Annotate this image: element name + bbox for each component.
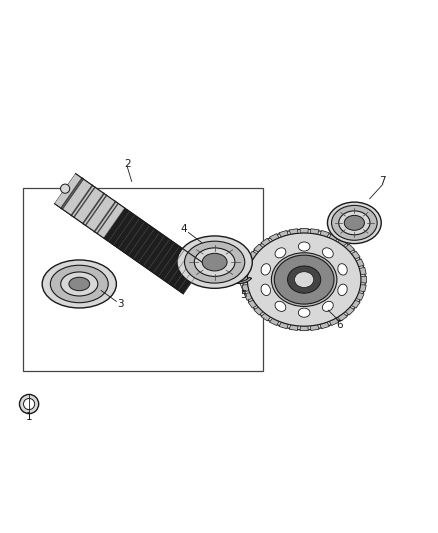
Ellipse shape <box>275 248 286 258</box>
Polygon shape <box>289 325 298 330</box>
Polygon shape <box>329 233 339 241</box>
Ellipse shape <box>275 301 286 311</box>
Polygon shape <box>244 293 252 300</box>
Text: 6: 6 <box>336 320 343 330</box>
Polygon shape <box>320 322 329 329</box>
Ellipse shape <box>272 253 337 306</box>
Polygon shape <box>242 268 249 274</box>
Polygon shape <box>242 285 249 292</box>
Polygon shape <box>279 230 288 237</box>
Polygon shape <box>289 229 298 235</box>
Polygon shape <box>103 208 205 294</box>
Circle shape <box>24 399 35 409</box>
Ellipse shape <box>294 272 314 287</box>
Ellipse shape <box>328 202 381 244</box>
Polygon shape <box>351 300 360 308</box>
Polygon shape <box>300 326 308 330</box>
Polygon shape <box>351 251 360 259</box>
Ellipse shape <box>261 264 271 275</box>
Circle shape <box>19 394 39 414</box>
Polygon shape <box>254 307 263 315</box>
Text: 3: 3 <box>117 298 124 309</box>
Ellipse shape <box>194 248 235 277</box>
Polygon shape <box>279 322 288 329</box>
Ellipse shape <box>274 255 334 304</box>
Text: 7: 7 <box>379 176 386 187</box>
Ellipse shape <box>344 215 364 230</box>
Ellipse shape <box>298 242 310 251</box>
Ellipse shape <box>288 266 321 293</box>
Ellipse shape <box>322 248 333 258</box>
Ellipse shape <box>339 211 370 235</box>
Polygon shape <box>261 238 271 246</box>
Ellipse shape <box>243 229 365 330</box>
Polygon shape <box>242 276 247 283</box>
Polygon shape <box>329 318 339 326</box>
Polygon shape <box>310 325 319 330</box>
Text: 5: 5 <box>240 290 246 300</box>
Ellipse shape <box>202 253 227 271</box>
Text: 2: 2 <box>124 159 131 169</box>
Polygon shape <box>310 229 319 235</box>
Text: 4: 4 <box>181 224 187 235</box>
Polygon shape <box>338 313 347 321</box>
Polygon shape <box>224 263 251 284</box>
Polygon shape <box>269 233 279 241</box>
Polygon shape <box>244 259 252 266</box>
Polygon shape <box>300 229 308 233</box>
Ellipse shape <box>61 272 98 296</box>
Ellipse shape <box>338 264 347 275</box>
Polygon shape <box>345 244 354 252</box>
Polygon shape <box>356 293 364 300</box>
Ellipse shape <box>332 205 377 240</box>
Polygon shape <box>269 318 279 326</box>
Polygon shape <box>254 244 263 252</box>
Ellipse shape <box>50 265 108 303</box>
Ellipse shape <box>42 260 117 308</box>
Ellipse shape <box>177 236 252 288</box>
Ellipse shape <box>184 241 245 283</box>
Polygon shape <box>361 276 367 283</box>
Polygon shape <box>338 238 347 246</box>
Ellipse shape <box>338 284 347 295</box>
Polygon shape <box>261 313 271 321</box>
Polygon shape <box>359 285 366 292</box>
Polygon shape <box>248 251 257 259</box>
Text: 1: 1 <box>26 412 32 422</box>
Ellipse shape <box>69 277 90 290</box>
Polygon shape <box>345 307 354 315</box>
Polygon shape <box>359 268 366 274</box>
Polygon shape <box>248 300 257 308</box>
Polygon shape <box>356 259 364 266</box>
Polygon shape <box>55 174 124 238</box>
Polygon shape <box>320 230 329 237</box>
Ellipse shape <box>298 308 310 317</box>
Ellipse shape <box>247 233 361 326</box>
Ellipse shape <box>60 184 70 193</box>
Ellipse shape <box>261 284 271 295</box>
Polygon shape <box>55 174 205 294</box>
Ellipse shape <box>322 301 333 311</box>
Bar <box>22 188 263 372</box>
